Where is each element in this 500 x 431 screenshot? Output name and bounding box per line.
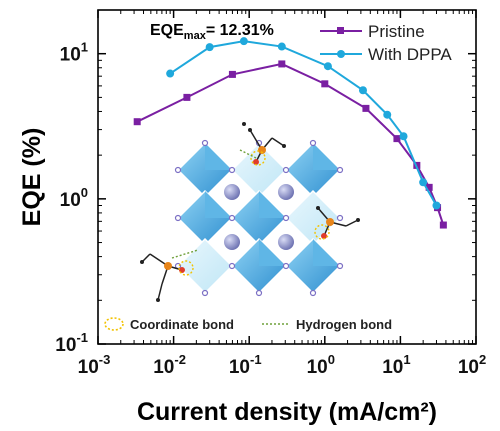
data-point-pristine	[425, 183, 433, 191]
inset-legend: Coordinate bond Hydrogen bond	[104, 317, 392, 332]
data-point-dppa	[432, 201, 441, 210]
series-line-dppa	[169, 40, 438, 206]
data-point-pristine	[321, 80, 329, 88]
legend-marker-dppa	[337, 50, 345, 58]
x-tick-labels: 10-3 10-2 10-1 100 101 102	[78, 352, 487, 378]
data-point-dppa	[239, 37, 248, 46]
x-tick-label: 102	[458, 352, 486, 378]
hydrogen-bond-label: Hydrogen bond	[296, 317, 392, 332]
x-tick-label: 10-2	[153, 352, 186, 378]
eqe-max-value: = 12.31%	[206, 22, 274, 39]
data-point-pristine	[278, 60, 286, 68]
legend-label-pristine: Pristine	[368, 22, 425, 41]
data-series	[133, 37, 447, 229]
data-point-dppa	[277, 42, 286, 51]
x-tick-label: 100	[307, 352, 335, 378]
y-tick-labels: 10-1 100 101	[55, 40, 88, 356]
y-tick-label: 101	[60, 40, 88, 66]
y-tick-label: 10-1	[55, 330, 88, 356]
data-point-dppa	[205, 43, 214, 52]
data-point-pristine	[362, 104, 370, 112]
data-point-dppa	[419, 178, 428, 187]
dppa-molecule-right	[316, 206, 360, 239]
bond-markers	[171, 149, 330, 276]
a-site-cations	[224, 184, 294, 250]
coordinate-bond-marker	[104, 317, 124, 331]
x-tick-label: 10-1	[229, 352, 262, 378]
x-tick-label: 10-3	[78, 352, 111, 378]
data-point-dppa	[323, 62, 332, 71]
eqe-max-prefix: EQE	[150, 22, 184, 39]
y-axis-title: EQE (%)	[18, 128, 46, 227]
eqe-max-annotation: EQEmax= 12.31%	[150, 22, 274, 42]
legend: Pristine With DPPA	[320, 22, 452, 64]
data-point-pristine	[228, 70, 236, 78]
data-point-pristine	[133, 118, 141, 126]
axis-ticks	[97, 9, 477, 345]
legend-label-dppa: With DPPA	[368, 45, 452, 64]
dppa-molecule-left	[140, 253, 185, 302]
data-point-pristine	[393, 135, 401, 143]
series-line-pristine	[136, 62, 445, 226]
data-point-dppa	[166, 69, 175, 78]
data-point-dppa	[399, 132, 408, 141]
data-point-pristine	[439, 221, 447, 229]
data-point-pristine	[183, 93, 191, 101]
legend-marker-pristine	[337, 27, 344, 34]
data-point-dppa	[358, 86, 367, 95]
perovskite-structure-inset: Coordinate bond Hydrogen bond	[104, 122, 392, 332]
halide-atoms	[174, 139, 344, 297]
x-axis-title: Current density (mA/cm²)	[137, 398, 437, 426]
data-point-dppa	[383, 110, 392, 119]
eqe-max-subscript: max	[184, 30, 207, 42]
x-tick-label: 101	[382, 352, 410, 378]
y-tick-label: 100	[60, 185, 88, 211]
plot-frame	[97, 9, 477, 345]
coordinate-bond-label: Coordinate bond	[130, 317, 234, 332]
